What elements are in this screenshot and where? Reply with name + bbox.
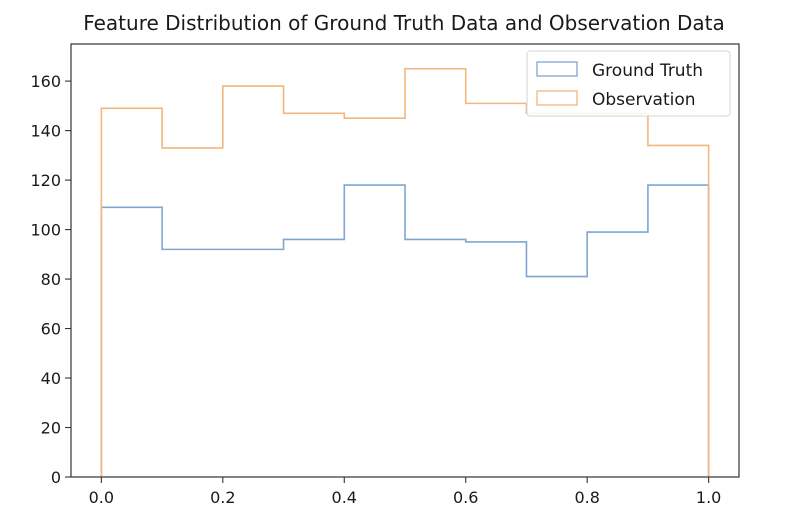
series-ground-truth-step: [100, 184, 710, 477]
y-tick-label: 140: [30, 122, 61, 141]
y-tick-label: 20: [41, 419, 61, 438]
y-tick-label: 80: [41, 270, 61, 289]
y-tick-label: 100: [30, 221, 61, 240]
y-tick-label: 60: [41, 320, 61, 339]
x-tick-label: 0.4: [332, 488, 357, 507]
chart-title: Feature Distribution of Ground Truth Dat…: [83, 11, 725, 35]
x-tick-label: 0.6: [453, 488, 478, 507]
legend-box: [526, 50, 731, 117]
x-tick-label: 0.2: [210, 488, 235, 507]
legend-label-observation: Observation: [592, 90, 696, 110]
y-axis: 0 20 40 60 80 100 120 140 160: [30, 72, 71, 487]
x-tick-label: 1.0: [696, 488, 721, 507]
y-tick-label: 160: [30, 72, 61, 91]
y-tick-label: 40: [41, 369, 61, 388]
y-tick-label: 120: [30, 171, 61, 190]
legend-swatch-observation: [536, 90, 578, 106]
y-tick-label: 0: [51, 468, 61, 487]
x-axis: 0.0 0.2 0.4 0.6 0.8 1.0: [89, 477, 721, 507]
legend-swatch-ground-truth: [536, 61, 578, 77]
x-tick-label: 0.0: [89, 488, 114, 507]
series-observation-step: [100, 67, 710, 477]
series-layer: [100, 67, 710, 477]
legend: Ground Truth Observation: [526, 50, 731, 117]
x-tick-label: 0.8: [574, 488, 599, 507]
plot-area-frame: [70, 43, 740, 478]
legend-label-ground-truth: Ground Truth: [592, 61, 703, 81]
